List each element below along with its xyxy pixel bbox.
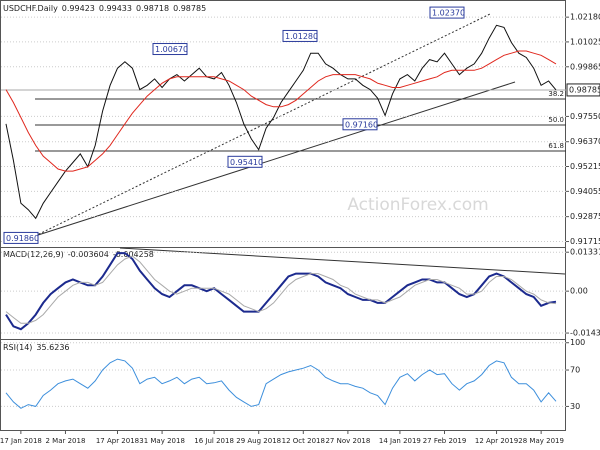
macd-header: MACD(12,26,9) -0.003604 -0.004258 [3, 250, 154, 259]
x-tick-label: 17 Apr 2018 [96, 437, 139, 445]
annotation-label: 1.02370 [432, 9, 465, 18]
y-tick-label: 0.99865 [570, 62, 600, 71]
y-tick-label: 0.00 [570, 287, 588, 296]
fib-label: 61.8 [548, 142, 564, 150]
reading: 35.6236 [36, 343, 69, 352]
macd-panel [0, 247, 566, 340]
last-price-box [566, 83, 600, 97]
y-tick-label: -0.014323 [570, 329, 600, 338]
price-annotation: 0.97160 [342, 118, 378, 131]
y-tick-label: 0.013319 [570, 248, 600, 257]
x-tick-label: 29 Aug 2018 [236, 437, 281, 445]
y-tick-label: 70 [570, 366, 580, 375]
y-tick-label: 0.97550 [570, 112, 600, 121]
y-tick-label: 1.02180 [570, 13, 600, 22]
price-annotation: 0.91860 [3, 231, 39, 244]
y-tick-label: 100 [570, 338, 585, 347]
annotation-label: 1.01280 [285, 32, 318, 41]
x-tick-label: 2 Mar 2018 [45, 437, 85, 445]
trend-line [34, 81, 516, 237]
last-price-label: 0.98785 [569, 85, 600, 94]
rsi-panel [0, 339, 566, 431]
y-tick-label: 0.96370 [570, 137, 600, 146]
reading: 0.99433 [99, 4, 132, 13]
y-tick-label: 0.91715 [570, 237, 600, 246]
annotation-label: 0.95410 [230, 158, 263, 167]
price-annotation: 1.01280 [282, 29, 318, 42]
series-line [5, 255, 557, 324]
reading: 0.98718 [136, 4, 169, 13]
reading: -0.003604 [68, 250, 109, 259]
watermark: ActionForex.com [347, 195, 488, 215]
x-tick-label: 12 Apr 2019 [475, 437, 518, 445]
x-tick-label: 27 Feb 2019 [423, 437, 467, 445]
title: RSI(14) [3, 343, 32, 352]
x-tick-label: 31 May 2018 [139, 437, 185, 445]
x-tick-label: 14 Jan 2019 [379, 437, 421, 445]
x-tick-label: 12 Oct 2018 [282, 437, 325, 445]
fib-label: 38.2 [548, 90, 564, 98]
annotation-label: 0.91860 [6, 234, 39, 243]
x-tick-label: 27 Nov 2018 [325, 437, 370, 445]
series-line [5, 252, 557, 331]
reading: 0.98785 [173, 4, 206, 13]
price-header: USDCHF.Daily 0.99423 0.99433 0.98718 0.98785 [3, 4, 206, 13]
y-tick-label: 0.95215 [570, 162, 600, 171]
price-annotation: 1.02370 [429, 6, 465, 19]
x-tick-label: 16 Jul 2018 [194, 437, 234, 445]
title: MACD(12,26,9) [3, 250, 64, 259]
y-tick-label: 1.01025 [570, 37, 600, 46]
price-annotation: 0.95410 [227, 155, 263, 168]
rsi-header: RSI(14) 35.6236 [3, 343, 70, 352]
y-tick-label: 0.92875 [570, 212, 600, 221]
annotation-box [3, 231, 39, 244]
x-tick-label: 28 May 2019 [518, 437, 564, 445]
reading: -0.004258 [113, 250, 154, 259]
series-line [5, 358, 557, 409]
series-line [5, 24, 557, 220]
annotation-label: 0.97160 [345, 120, 378, 129]
y-tick-label: 30 [570, 402, 580, 411]
reading: 0.99423 [62, 4, 95, 13]
annotation-box [227, 155, 263, 168]
annotation-box [342, 118, 378, 131]
annotation-box [429, 6, 465, 19]
x-tick-label: 17 Jan 2018 [0, 437, 42, 445]
macd-trend-line [119, 247, 566, 275]
annotation-label: 1.00670 [155, 45, 188, 54]
y-tick-label: 0.94055 [570, 187, 600, 196]
annotation-box [282, 29, 318, 42]
annotation-box [152, 43, 188, 56]
price-annotation: 1.00670 [152, 43, 188, 56]
title: USDCHF.Daily [3, 4, 58, 13]
series-line [5, 50, 557, 172]
fib-label: 50.0 [548, 116, 564, 124]
